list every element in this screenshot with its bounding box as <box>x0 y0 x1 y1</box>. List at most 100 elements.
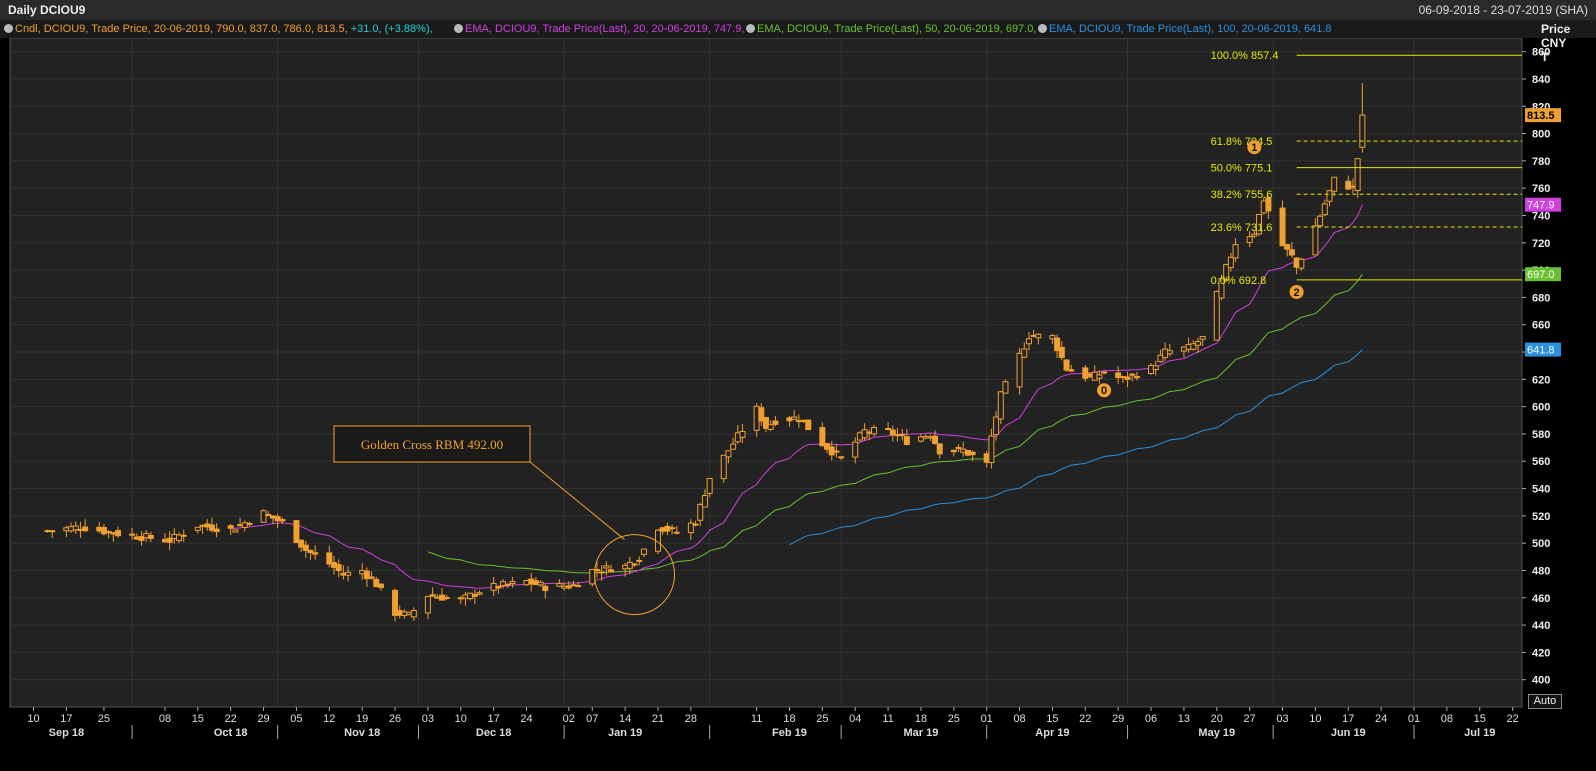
candle-body <box>767 424 774 430</box>
candle-body <box>180 534 187 537</box>
wave-marker-label: 2 <box>1294 287 1300 299</box>
candle-body <box>377 583 384 589</box>
x-tick-label: 18 <box>915 713 927 725</box>
candle-body <box>988 435 995 464</box>
candle-body <box>392 589 399 616</box>
x-tick-label: 14 <box>619 713 631 725</box>
x-tick-label: 10 <box>1309 713 1321 725</box>
x-tick-label: 08 <box>159 713 171 725</box>
golden-cross-circle <box>594 534 676 616</box>
candle-body <box>138 536 145 541</box>
candle-body <box>725 450 732 458</box>
candle-body <box>1213 290 1220 341</box>
golden-cross-text: Golden Cross RBM 492.00 <box>361 437 503 452</box>
candle-body <box>1326 190 1333 202</box>
candle-body <box>307 549 314 553</box>
candle-body <box>556 583 563 587</box>
x-tick-label: 04 <box>849 713 861 725</box>
legend-ema20-text: EMA, DCIOU9, Trade Price(Last), 20, 20-0… <box>465 23 745 35</box>
series-settings-icon[interactable] <box>454 24 463 33</box>
candle-body <box>335 564 342 572</box>
wave-marker-label: 0 <box>1101 385 1107 397</box>
candle-body <box>1321 203 1328 216</box>
price-tag-bg <box>1525 108 1561 123</box>
price-chart[interactable]: 100.0% 857.4 61.8% 794.5 50.0% 775.1 38.2% … <box>0 38 1596 771</box>
candle-body <box>589 568 596 585</box>
candle-body <box>969 451 976 456</box>
candle-body <box>1298 258 1305 269</box>
candle-body <box>1246 236 1253 244</box>
x-tick-label: 07 <box>586 713 598 725</box>
y-tick-label: 480 <box>1532 565 1550 577</box>
candle-body <box>500 581 507 587</box>
wave-marker-label: 1 <box>1251 142 1257 154</box>
x-tick-label: 18 <box>783 713 795 725</box>
candle-body <box>504 583 511 586</box>
candle-body <box>936 443 943 455</box>
y-axis: 4004204404604805005205405605806006206406… <box>1522 47 1550 687</box>
candle-body <box>227 525 234 529</box>
x-tick-label: 08 <box>1013 713 1025 725</box>
series-settings-icon[interactable] <box>4 24 13 33</box>
candle-body <box>1223 264 1230 281</box>
candle-body <box>1129 373 1136 376</box>
candle-body <box>1101 371 1108 374</box>
x-axis: 10 17 25 08 15 22 29 05 12 19 26 03 10 17 24 02 07 14 21 28… <box>0 707 1596 748</box>
candle-body <box>129 533 136 536</box>
legend-ema100[interactable]: EMA, DCIOU9, Trade Price(Last), 100, 20-… <box>1038 23 1331 35</box>
x-tick-label: 15 <box>192 713 204 725</box>
candle-body <box>194 526 201 531</box>
fibonacci-layer: 100.0% 857.4 61.8% 794.5 50.0% 775.1 38.2% … <box>1211 50 1522 287</box>
series-settings-icon[interactable] <box>1038 24 1047 33</box>
month-label: Sep 18 <box>49 727 84 739</box>
candle-body <box>82 526 89 532</box>
candle-body <box>758 407 765 422</box>
x-tick-label: 01 <box>1408 713 1420 725</box>
candle-body <box>1359 114 1366 148</box>
candle-body <box>1096 374 1103 379</box>
x-tick-label: 22 <box>225 713 237 725</box>
candle-body <box>1227 256 1234 269</box>
candle-body <box>631 563 638 566</box>
candle-body <box>1199 335 1206 340</box>
x-tick-label: 17 <box>60 713 72 725</box>
legend-candle-text: Cndl, DCIOU9, Trade Price, 20-06-2019, 7… <box>15 23 351 35</box>
legend-candle[interactable]: Cndl, DCIOU9, Trade Price, 20-06-2019, 7… <box>4 23 433 35</box>
candle-body <box>763 417 769 429</box>
candle-body <box>917 436 924 442</box>
fib-level-label: 0.0% 692.8 <box>1211 275 1267 287</box>
candle-body <box>368 576 375 579</box>
y-tick-label: 620 <box>1532 374 1550 386</box>
month-label: May 19 <box>1198 727 1235 739</box>
x-tick-label: 10 <box>455 713 467 725</box>
fib-level-label: 38.2% 755.6 <box>1211 189 1273 201</box>
candle-body <box>1035 333 1042 339</box>
candle-body <box>1063 359 1070 371</box>
candle-body <box>410 610 417 618</box>
candle-body <box>1251 233 1258 237</box>
legend-ema20[interactable]: EMA, DCIOU9, Trade Price(Last), 20, 20-0… <box>454 23 744 35</box>
series-settings-icon[interactable] <box>746 24 755 33</box>
candle-body <box>669 527 676 530</box>
price-tag-bg <box>1525 267 1561 282</box>
candle-body <box>692 523 699 526</box>
candles-layer <box>44 83 1366 622</box>
candle-body <box>687 522 694 534</box>
auto-scale-button[interactable]: Auto <box>1528 694 1562 709</box>
wave-marker <box>1247 140 1262 155</box>
candle-body <box>100 527 107 535</box>
month-label: Mar 19 <box>904 727 939 739</box>
candle-body <box>1345 180 1352 190</box>
candle-body <box>819 427 826 447</box>
candle-body <box>673 531 680 534</box>
legend-ema50[interactable]: EMA, DCIOU9, Trade Price(Last), 50, 20-0… <box>746 23 1036 35</box>
candle-body <box>720 454 727 480</box>
candle-body <box>293 520 300 544</box>
ema100-layer <box>789 349 1363 546</box>
ema100-line <box>789 349 1363 546</box>
candle-body <box>1157 354 1164 363</box>
ema20-layer <box>230 204 1363 589</box>
y-tick-label: 740 <box>1532 210 1550 222</box>
month-label: Oct 18 <box>214 727 248 739</box>
x-tick-label: 22 <box>1079 713 1091 725</box>
